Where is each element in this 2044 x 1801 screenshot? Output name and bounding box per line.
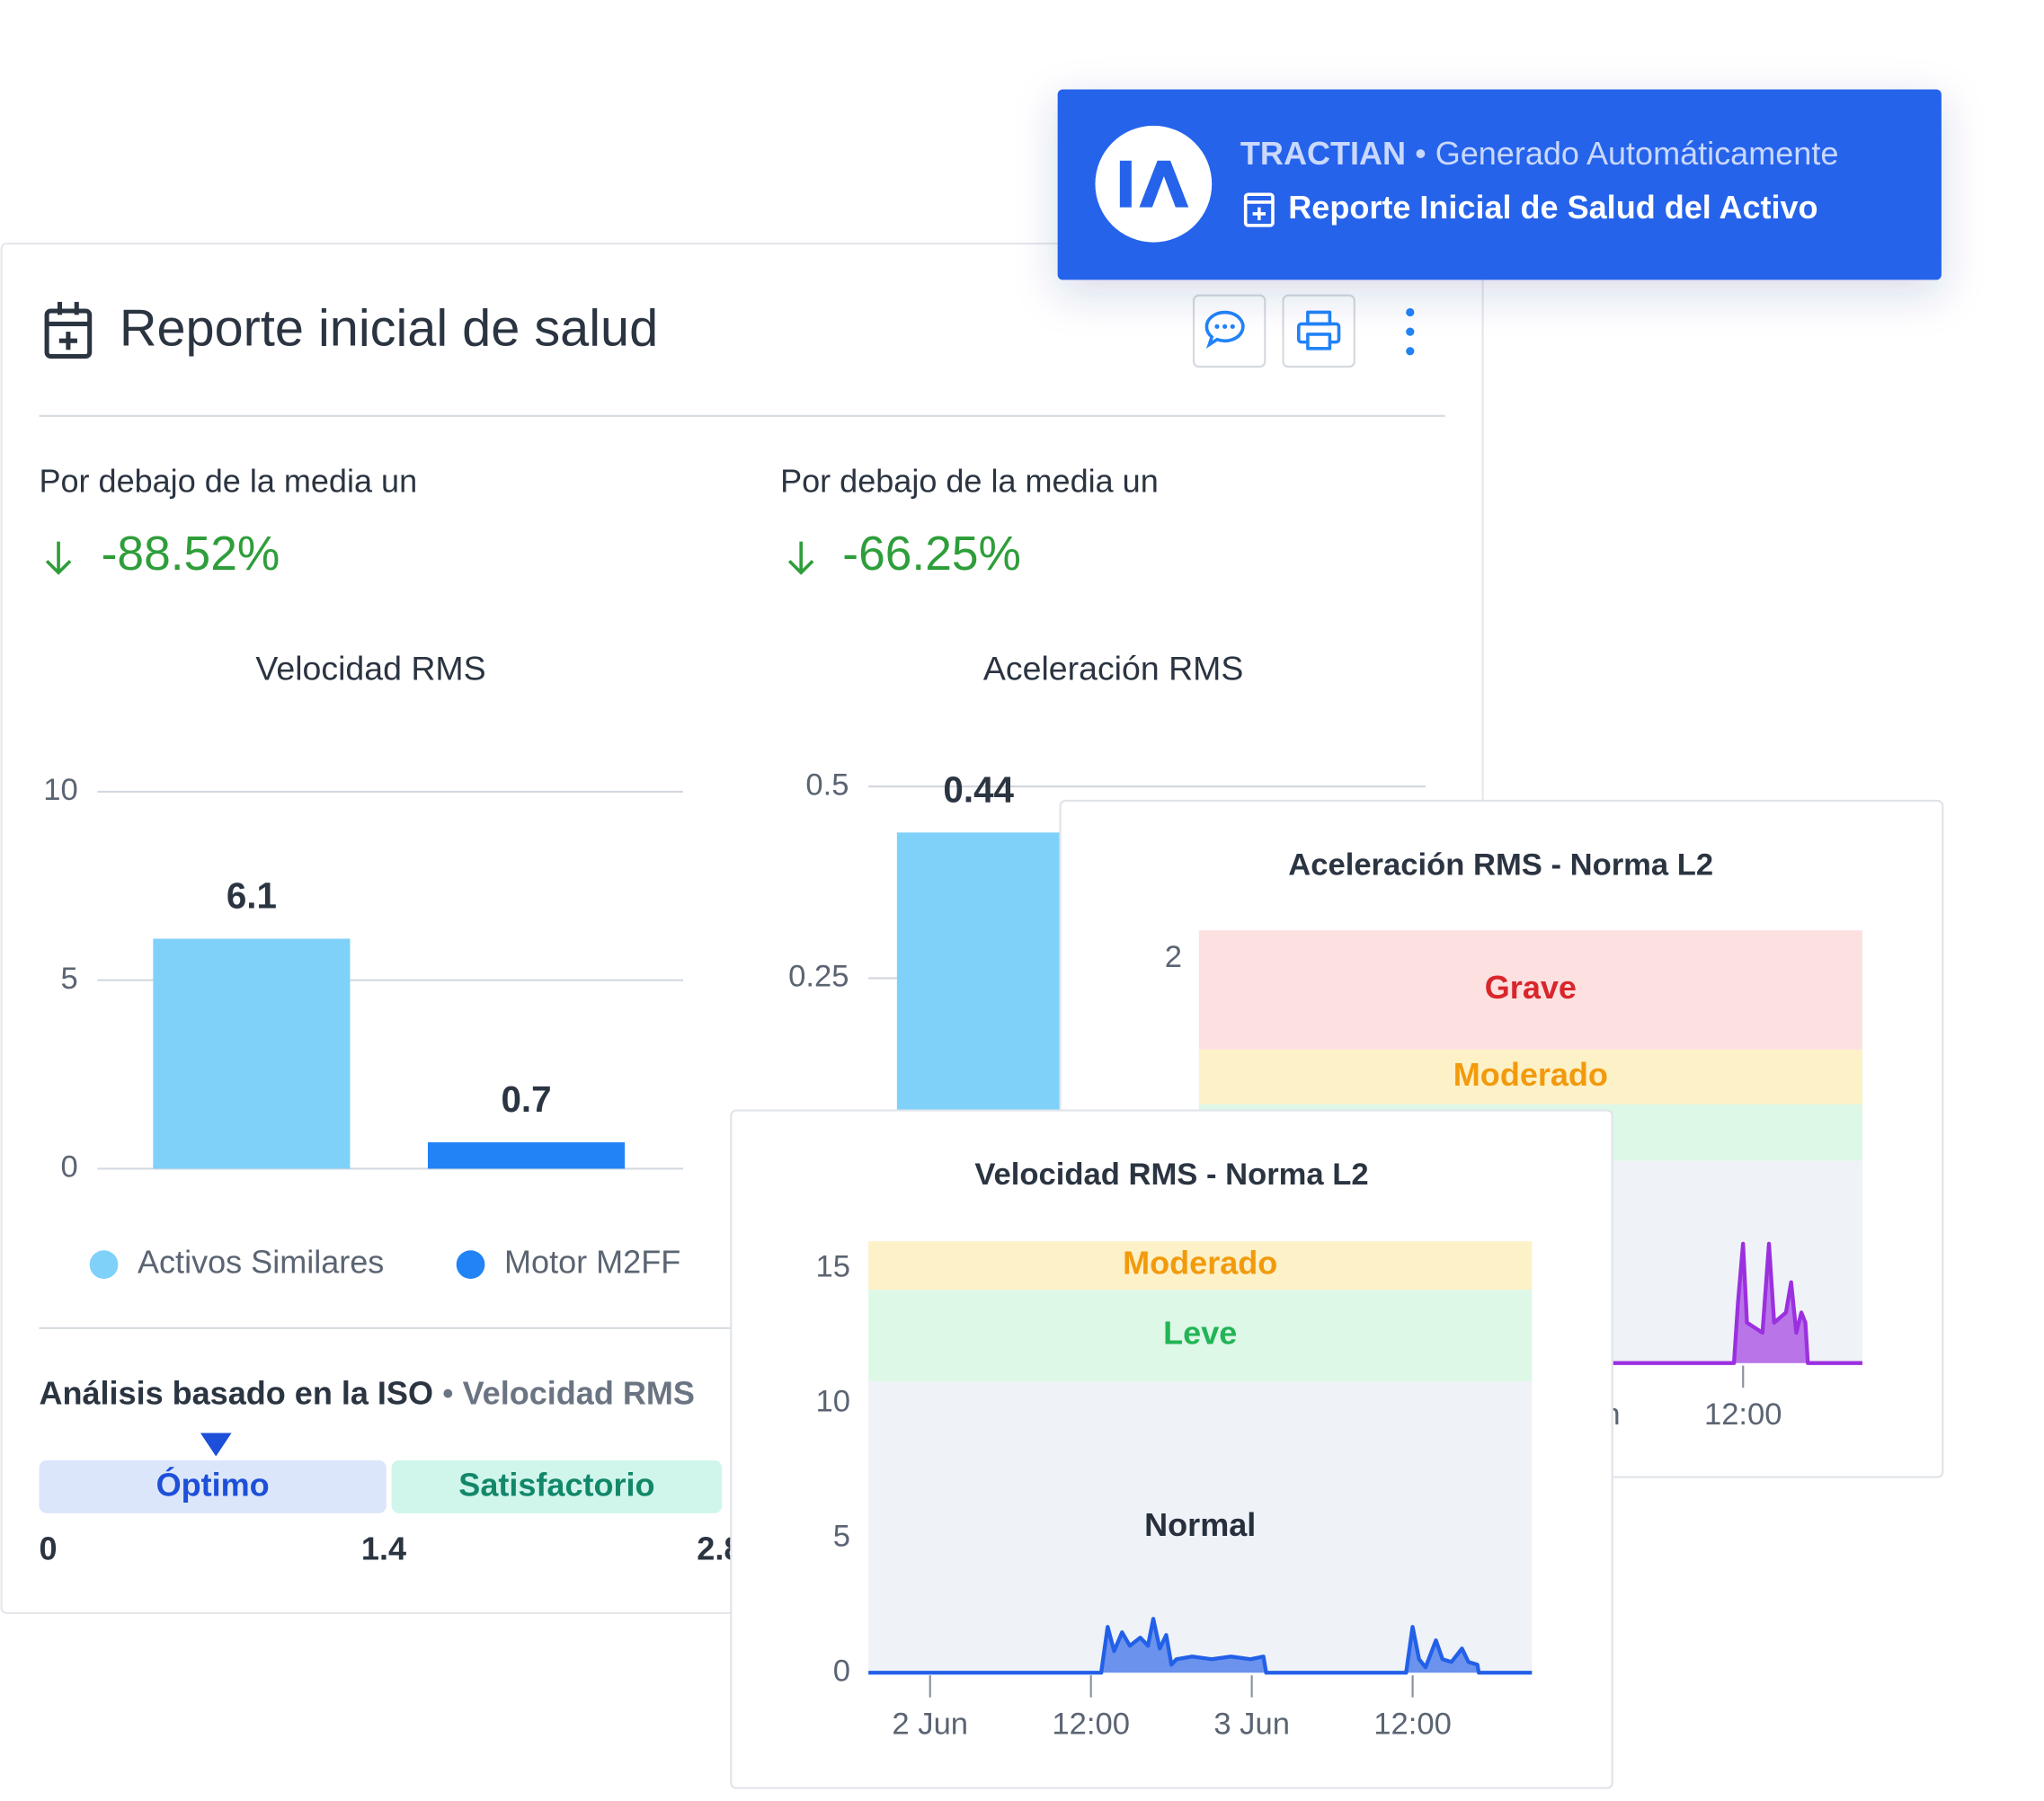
separator: • [433,1374,463,1411]
zone-band [868,1290,1533,1382]
iso-heading: Análisis basado en la ISO • Velocidad RM… [39,1374,694,1411]
stat-label: Por debajo de la media un [780,462,1159,499]
zone-band [868,1381,1533,1673]
area [1198,1243,1862,1363]
x-tick-label: 2 Jun [892,1708,968,1742]
bar [153,938,351,1169]
iso-segment [391,1459,723,1513]
down-arrow [45,541,72,575]
zone-band [1198,1049,1862,1105]
iso-tick-label: 0 [40,1530,58,1566]
y-tick-label: 10 [815,1384,849,1418]
zone-label: Leve [1163,1315,1237,1352]
y-tick-label: 0.25 [788,960,849,994]
line [868,1617,1533,1675]
zone-band [1198,930,1862,1050]
value-label: 0.44 [943,768,1014,810]
zone-label: Grave [1485,969,1577,1006]
zone-band [868,1241,1533,1291]
y-tick-label: 0.5 [805,767,849,802]
brand: TRACTIAN [1240,135,1406,172]
y-tick-label: 2 [1165,940,1182,974]
x-tick-label: 3 Jun [1213,1708,1290,1742]
zone-label: Moderado [1453,1056,1608,1093]
zone-label: Moderado [1123,1245,1277,1282]
iso-segment [39,1459,387,1513]
legend-marker [89,1250,119,1279]
down-arrow [787,541,814,575]
line [1198,1241,1862,1365]
iso-marker [200,1433,232,1457]
velocity-norm-card: Velocidad RMS - Norma L2 Moderado Leve Norm… [730,1109,1613,1789]
badge-caption: TRACTIAN • Generado Automáticamente [1240,135,1838,172]
y-tick-label: 15 [815,1249,849,1283]
y-tick-label: 5 [833,1519,850,1553]
stat-label: Por debajo de la media un [39,462,417,499]
y-tick-label: 0 [833,1654,850,1688]
iso-metric: Velocidad RMS [463,1374,695,1411]
badge-title: Reporte Inicial de Salud del Activo [1288,189,1817,226]
chart-title: Velocidad RMS - Norma L2 [974,1158,1368,1192]
y-tick-label: 0 [60,1150,77,1184]
iso-segment-label: Satisfactorio [458,1467,654,1504]
stat-value: -88.52% [102,528,280,581]
y-tick-label: 5 [60,962,77,996]
iso-title: Análisis basado en la ISO [39,1374,433,1411]
report-icon [1243,192,1275,227]
zone-label: Normal [1144,1506,1256,1543]
y-tick-label: 10 [43,773,77,807]
iso-segment-label: Óptimo [156,1466,270,1504]
comment-button[interactable] [1192,294,1266,368]
x-tick-label: 12:00 [1052,1708,1130,1742]
value-label: 6.1 [227,874,277,916]
legend-label: Motor M2FF [504,1244,680,1281]
legend-label: Activos Similares [138,1244,384,1281]
badge-frame [1057,89,1942,280]
report-title: Reporte inicial de salud [120,299,658,357]
report-icon [44,301,93,359]
legend-marker [456,1250,485,1279]
separator: • [1406,135,1435,172]
chart-title: Velocidad RMS [255,650,485,688]
chart-title: Aceleración RMS [983,650,1243,688]
more-menu[interactable] [1406,307,1415,356]
print-button[interactable] [1282,294,1355,368]
stat-value: -66.25% [842,528,1021,581]
x-tick-label: 12:00 [1704,1397,1782,1432]
x-tick-label: 12:00 [1373,1708,1452,1742]
chart-title: Aceleración RMS - Norma L2 [1288,848,1713,883]
area [868,1619,1533,1673]
header-badge: TRACTIAN • Generado Automáticamente Repo… [1057,89,1942,280]
value-label: 0.7 [501,1078,551,1120]
iso-tick-label: 1.4 [361,1530,406,1566]
bar [427,1142,626,1169]
caption: Generado Automáticamente [1435,135,1839,172]
logo [1119,160,1189,208]
